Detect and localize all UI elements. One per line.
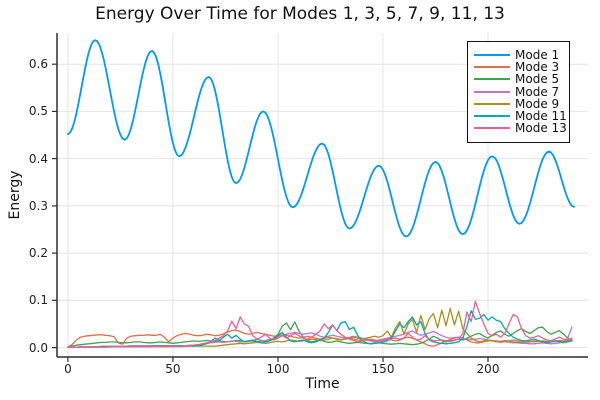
legend-line-sample — [474, 102, 510, 105]
legend-line-sample — [474, 78, 510, 81]
legend: Mode 1 Mode 3 Mode 5 Mode 7 Mode 9 Mode 11 Mod… — [467, 41, 570, 143]
y-tick-label: 0.1 — [28, 293, 48, 308]
legend-entry: Mode 7 — [474, 86, 569, 98]
legend-label: Mode 11 — [515, 109, 567, 124]
x-tick-label: 150 — [371, 362, 395, 376]
legend-label: Mode 1 — [515, 48, 560, 63]
x-tick-label: 100 — [266, 362, 290, 376]
legend-label: Mode 9 — [515, 96, 560, 111]
x-tick-label: 0 — [64, 362, 72, 376]
legend-entry: Mode 9 — [474, 98, 569, 110]
legend-line-sample — [474, 127, 510, 130]
legend-label: Mode 7 — [515, 84, 560, 99]
legend-entry: Mode 11 — [474, 110, 569, 122]
series-line-mode-13 — [67, 300, 573, 348]
legend-line-sample — [474, 54, 510, 57]
x-axis-label: Time — [305, 376, 340, 392]
x-tick-label: 200 — [476, 362, 500, 376]
x-tick-label: 50 — [165, 362, 181, 376]
chart-title: Energy Over Time for Modes 1, 3, 5, 7, 9… — [95, 4, 505, 24]
legend-label: Mode 3 — [515, 60, 560, 75]
y-tick-label: 0.2 — [28, 246, 48, 261]
y-tick-label: 0.4 — [28, 151, 48, 166]
legend-entry: Mode 5 — [474, 73, 569, 85]
legend-line-sample — [474, 66, 510, 69]
y-tick-label: 0.3 — [28, 198, 48, 213]
legend-entry: Mode 13 — [474, 122, 569, 134]
legend-entry: Mode 1 — [474, 49, 569, 61]
legend-line-sample — [474, 90, 510, 93]
y-tick-label: 0.5 — [28, 104, 48, 119]
y-tick-label: 0.6 — [28, 57, 48, 72]
legend-line-sample — [474, 115, 510, 118]
legend-label: Mode 5 — [515, 72, 560, 87]
series-line-mode-3 — [67, 329, 573, 348]
legend-label: Mode 13 — [515, 121, 567, 136]
series-line-mode-1 — [67, 39, 575, 238]
legend-entry: Mode 3 — [474, 61, 569, 73]
y-tick-label: 0.0 — [28, 340, 48, 355]
series-line-mode-9 — [67, 307, 573, 348]
